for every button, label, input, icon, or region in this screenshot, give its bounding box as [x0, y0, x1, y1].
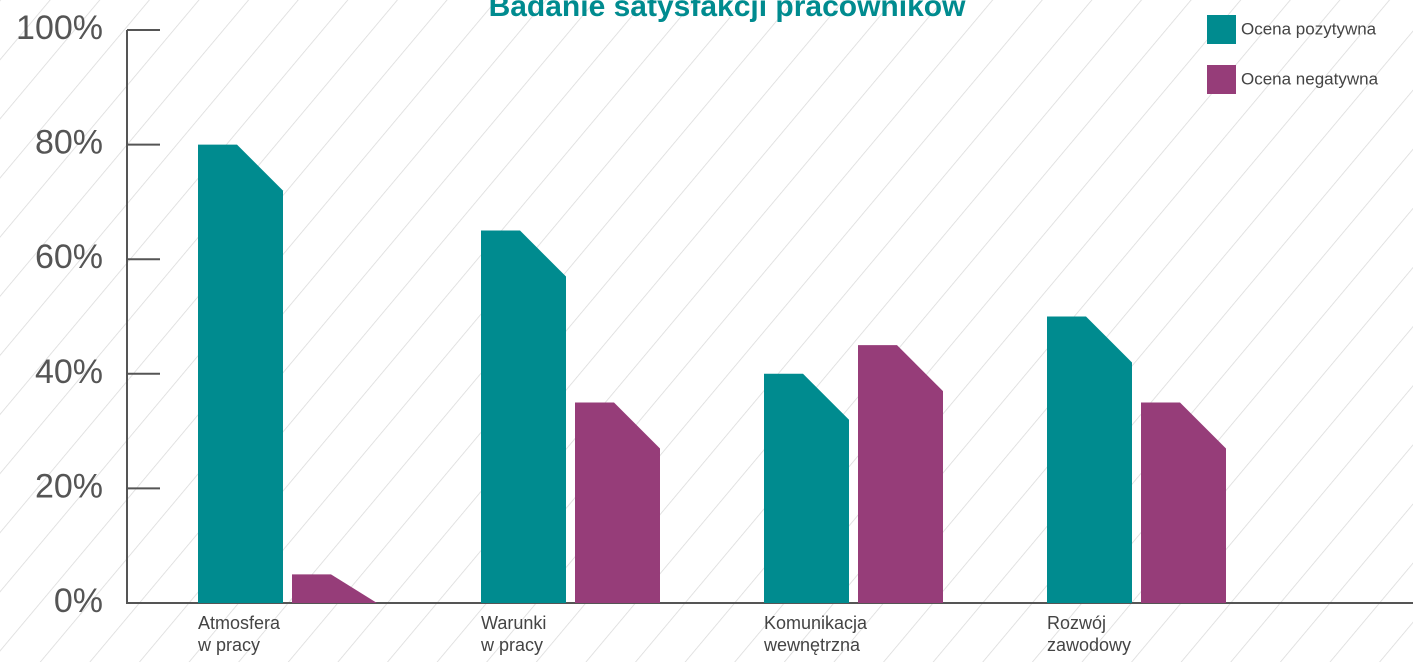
bar	[858, 345, 943, 603]
y-tick-label: 60%	[35, 238, 103, 276]
legend-label: Ocena negatywna	[1241, 69, 1379, 88]
legend-label: Ocena pozytywna	[1241, 19, 1377, 38]
y-tick-label: 100%	[16, 9, 103, 47]
x-tick-label: Komunikacja wewnętrzna	[764, 613, 868, 655]
bar	[1047, 316, 1132, 603]
chart-title: Badanie satysfakcji pracowników	[489, 0, 967, 23]
bar	[1141, 402, 1226, 603]
bar	[575, 402, 660, 603]
bar	[481, 230, 566, 604]
y-tick-label: 80%	[35, 124, 103, 162]
bar	[198, 144, 283, 603]
bar	[764, 373, 849, 603]
y-tick-label: 20%	[35, 467, 103, 505]
legend-swatch	[1207, 15, 1236, 44]
y-tick-label: 0%	[54, 582, 103, 620]
y-tick-label: 40%	[35, 353, 103, 391]
bar	[292, 574, 377, 603]
x-tick-label: Rozwój zawodowy	[1047, 613, 1132, 655]
x-tick-label: Warunki w pracy	[481, 613, 547, 655]
x-tick-label: Atmosfera w pracy	[198, 613, 281, 655]
legend-swatch	[1207, 65, 1236, 94]
